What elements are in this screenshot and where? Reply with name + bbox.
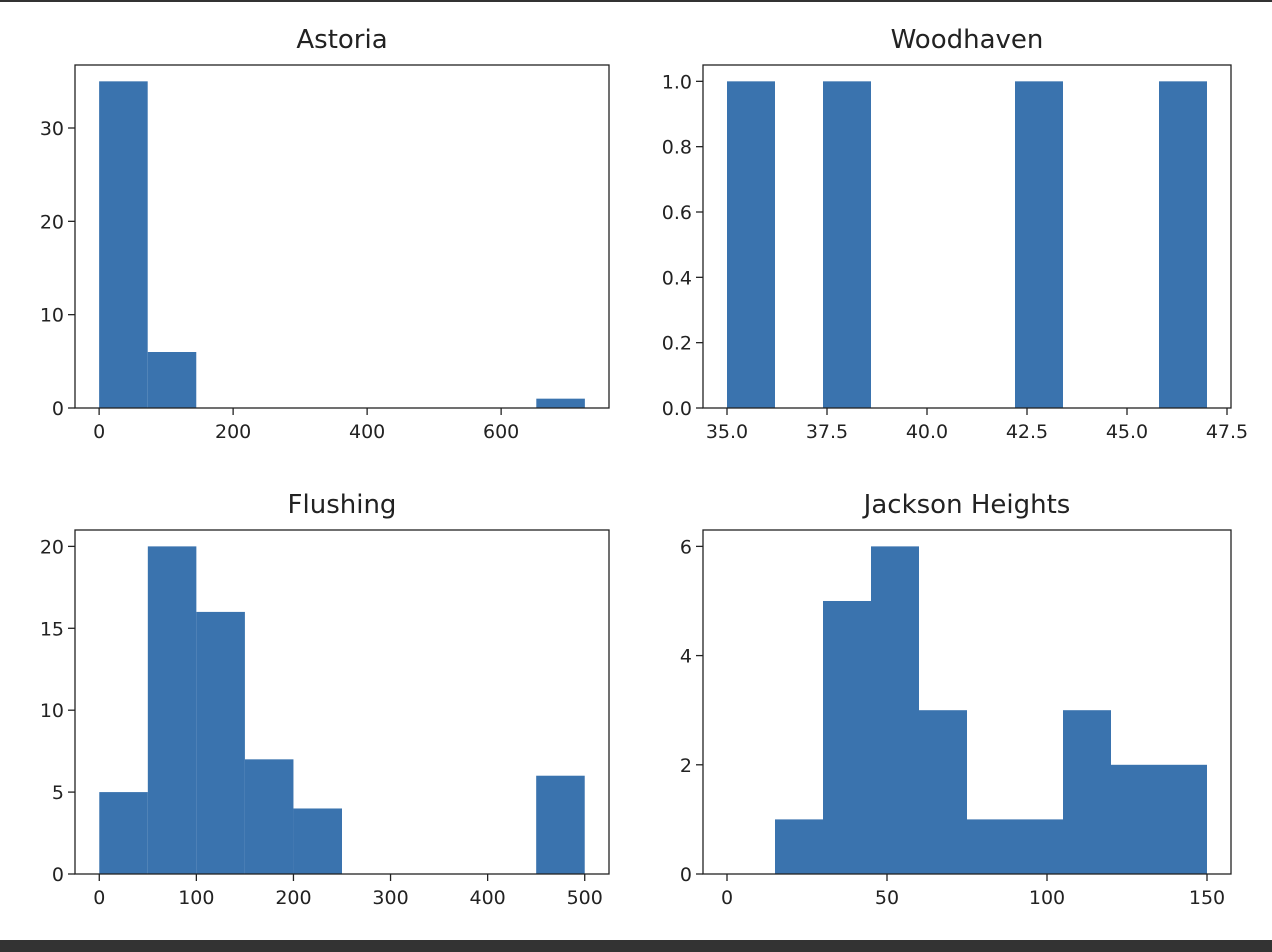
y-tick-label: 0.6 (662, 202, 692, 224)
bar (1159, 764, 1207, 874)
y-tick-label: 15 (40, 618, 64, 640)
bar (967, 819, 1015, 874)
bar (244, 759, 294, 874)
bar (147, 352, 197, 408)
bar (1063, 710, 1111, 874)
bar (99, 792, 148, 874)
bar (1159, 81, 1207, 408)
chart-title: Flushing (288, 490, 397, 520)
x-tick-label: 500 (567, 887, 603, 909)
axes-frame (702, 64, 1232, 409)
bar (871, 546, 919, 874)
y-tick-label: 30 (40, 118, 64, 140)
x-tick-label: 42.5 (1006, 421, 1048, 443)
bar (536, 775, 585, 874)
bar (99, 81, 148, 408)
axes-frame (74, 64, 610, 409)
axes-frame (74, 529, 610, 875)
x-tick-label: 400 (349, 421, 385, 443)
bar (196, 611, 245, 874)
y-tick-label: 5 (52, 782, 64, 804)
x-tick-label: 150 (1189, 887, 1225, 909)
x-tick-label: 35.0 (706, 421, 748, 443)
x-tick-label: 0 (93, 421, 105, 443)
y-tick-label: 0.4 (662, 267, 692, 289)
bar (727, 81, 775, 408)
y-tick-label: 20 (40, 211, 64, 233)
x-tick-label: 50 (875, 887, 899, 909)
y-tick-label: 0.2 (662, 333, 692, 355)
bar (147, 546, 197, 874)
chart-title: Jackson Heights (862, 490, 1071, 520)
x-tick-label: 37.5 (806, 421, 848, 443)
bar (919, 710, 967, 874)
y-tick-label: 0 (52, 864, 64, 886)
y-tick-label: 1.0 (662, 71, 692, 93)
y-tick-label: 20 (40, 536, 64, 558)
x-tick-label: 300 (372, 887, 408, 909)
y-tick-label: 0 (680, 864, 692, 886)
bar (293, 808, 342, 874)
x-tick-label: 200 (275, 887, 311, 909)
x-tick-label: 0 (93, 887, 105, 909)
chart-title: Astoria (296, 25, 387, 55)
bar (823, 600, 871, 874)
x-tick-label: 47.5 (1206, 421, 1248, 443)
x-tick-label: 45.0 (1106, 421, 1148, 443)
axes-frame (702, 529, 1232, 875)
x-tick-label: 0 (721, 887, 733, 909)
y-tick-label: 6 (680, 536, 692, 558)
x-tick-label: 400 (470, 887, 506, 909)
x-tick-label: 100 (178, 887, 214, 909)
y-tick-label: 0 (52, 398, 64, 420)
y-tick-label: 0.8 (662, 137, 692, 159)
bar (1015, 819, 1063, 874)
y-tick-label: 4 (680, 646, 692, 668)
y-tick-label: 2 (680, 755, 692, 777)
bar (536, 398, 585, 408)
bar (823, 81, 871, 408)
x-tick-label: 100 (1029, 887, 1065, 909)
y-tick-label: 0.0 (662, 398, 692, 420)
y-tick-label: 10 (40, 700, 64, 722)
x-tick-label: 40.0 (906, 421, 948, 443)
top-border (0, 0, 1272, 2)
bar (775, 819, 823, 874)
bar (1015, 81, 1063, 408)
x-tick-label: 600 (483, 421, 519, 443)
y-tick-label: 10 (40, 305, 64, 327)
chart-title: Woodhaven (891, 25, 1044, 55)
x-tick-label: 200 (215, 421, 251, 443)
bar (1111, 764, 1159, 874)
bottom-bar (0, 940, 1272, 952)
